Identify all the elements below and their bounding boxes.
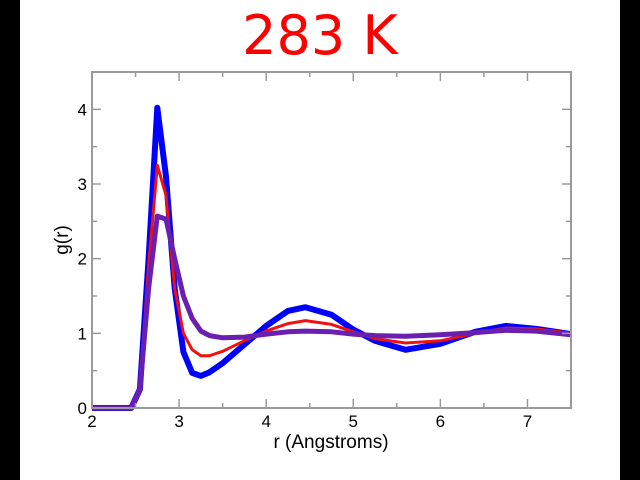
x-tick-label: 5 — [349, 412, 358, 431]
x-axis-label: r (Angstroms) — [273, 432, 388, 453]
y-tick-label: 1 — [78, 324, 87, 343]
series-line-blue — [92, 104, 572, 411]
y-tick-label: 3 — [78, 175, 87, 194]
y-tick-label: 4 — [78, 100, 87, 119]
x-tick-label: 6 — [436, 412, 445, 431]
chart-background — [20, 0, 620, 480]
series-line-red — [92, 163, 572, 410]
chart-title: 283 K — [242, 4, 398, 67]
y-axis-label: g(r) — [52, 225, 73, 255]
y-tick-label: 2 — [78, 250, 87, 269]
x-tick-label: 2 — [87, 412, 96, 431]
plot-frame — [91, 71, 572, 409]
x-tick-label: 7 — [523, 412, 532, 431]
x-tick-label: 3 — [174, 412, 183, 431]
x-tick-label: 4 — [261, 412, 270, 431]
series-line-purple — [92, 213, 572, 411]
y-tick-label: 0 — [78, 399, 87, 418]
